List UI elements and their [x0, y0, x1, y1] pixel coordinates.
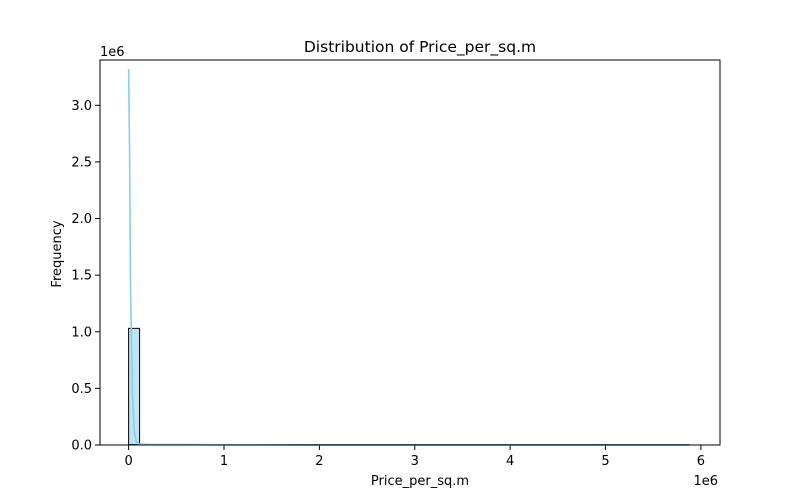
y-tick-label: 0.0: [71, 439, 92, 454]
x-tick-label: 2: [315, 454, 323, 469]
x-axis-ticks: 0 1 2 3 4 5 6: [124, 445, 705, 469]
x-axis-label: Price_per_sq.m: [371, 474, 469, 489]
x-tick-label: 5: [601, 454, 609, 469]
y-tick-label: 0.5: [71, 382, 92, 397]
series-lines: [127, 69, 690, 446]
x-tick-label: 3: [411, 454, 419, 469]
x-tick-label: 4: [506, 454, 514, 469]
y-tick-label: 2.0: [71, 212, 92, 227]
x-tick-label: 6: [697, 454, 705, 469]
y-tick-label: 1.5: [71, 269, 92, 284]
x-tick-label: 1: [220, 454, 228, 469]
x-offset-label: 1e6: [693, 474, 718, 489]
y-tick-label: 1.0: [71, 325, 92, 340]
y-tick-label: 3.0: [71, 99, 92, 114]
y-offset-label: 1e6: [100, 45, 125, 60]
x-tick-label: 0: [124, 454, 132, 469]
y-axis-label: Frequency: [50, 220, 65, 287]
kde-curve: [127, 69, 690, 446]
y-axis-ticks: 0.0 0.5 1.0 1.5 2.0 2.5 3.0: [71, 99, 100, 454]
y-tick-label: 2.5: [71, 155, 92, 170]
plot-frame: [99, 59, 721, 446]
chart-title: Distribution of Price_per_sq.m: [304, 38, 536, 57]
